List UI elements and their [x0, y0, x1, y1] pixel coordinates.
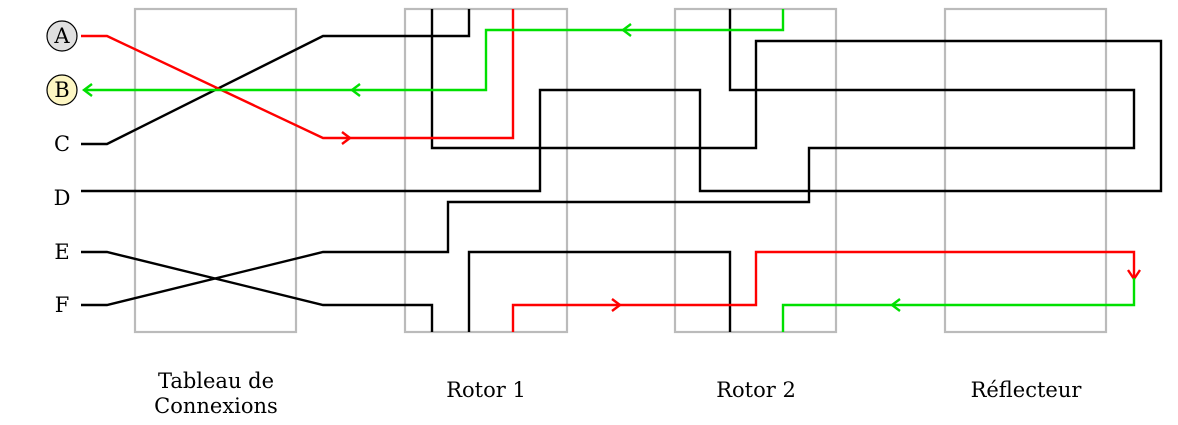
letter-b-circle [46, 74, 78, 106]
red-wire-1 [81, 9, 515, 140]
plugboard-caption-line2: Connexions [154, 394, 278, 418]
wire-c [81, 9, 471, 146]
wire-d [81, 9, 1163, 193]
black-wires [81, 9, 1163, 332]
component-boxes [133, 7, 1108, 334]
letter-d: D [54, 186, 71, 210]
red-wire-2 [511, 250, 1136, 332]
letter-e: E [54, 240, 69, 264]
component-captions: Tableau de Connexions Rotor 1 Rotor 2 Ré… [154, 369, 1082, 418]
wire-f [81, 9, 1136, 307]
rotor1-box [403, 7, 569, 334]
rotor2-caption: Rotor 2 [716, 378, 796, 402]
wire-e [81, 250, 434, 332]
reflector-caption: Réflecteur [971, 378, 1083, 402]
red-signal-path [81, 9, 1141, 332]
red-arrow-2 [611, 298, 622, 312]
green-arrow-4 [82, 83, 93, 97]
green-wire-1 [781, 278, 1136, 332]
letter-f: F [55, 293, 70, 317]
letter-a-circle [46, 20, 78, 52]
green-arrow-1 [890, 298, 901, 312]
reflector-box [943, 7, 1108, 334]
red-arrow-1 [341, 131, 352, 145]
letter-labels: A B C D E F [46, 20, 78, 317]
rotor1-caption: Rotor 1 [446, 378, 526, 402]
letter-c: C [54, 132, 70, 156]
green-arrow-2 [621, 23, 632, 37]
wire-rotor-loop [467, 250, 732, 332]
green-signal-path [82, 9, 1136, 332]
plugboard-caption-line1: Tableau de [158, 369, 274, 393]
rotor2-box [673, 7, 838, 334]
letter-b: B [54, 78, 69, 102]
green-wire-2 [84, 9, 785, 92]
letter-a: A [53, 24, 70, 48]
plugboard-box [133, 7, 298, 334]
green-arrow-3 [350, 83, 361, 97]
